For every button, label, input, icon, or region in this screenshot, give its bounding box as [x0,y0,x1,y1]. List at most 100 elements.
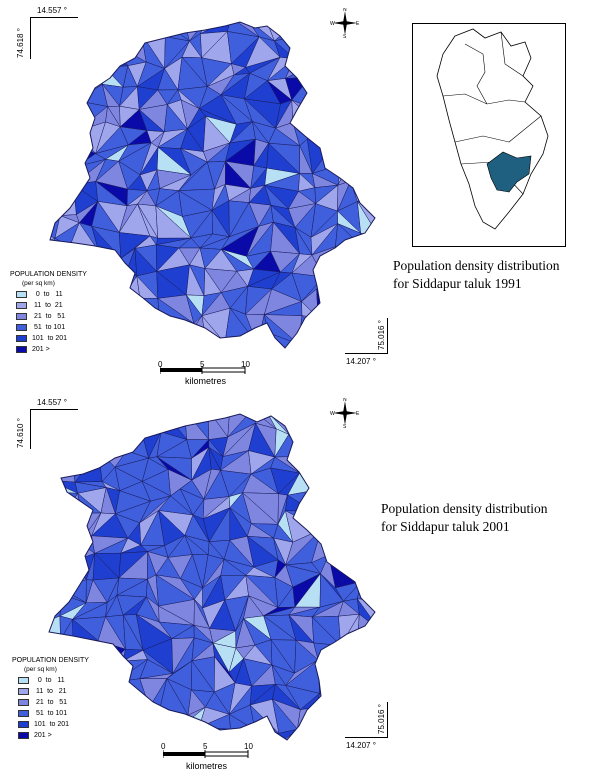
village-region [257,332,269,348]
village-region [35,247,49,271]
village-region [50,76,64,96]
village-region [315,466,346,491]
legend-swatch [18,688,29,695]
coord-left-lon: 74.610 ° [16,418,25,448]
village-region [73,63,103,85]
village-region [50,237,56,249]
village-region [159,322,191,334]
village-region [351,497,375,525]
village-region [50,76,63,96]
village-region [365,520,375,536]
legend-label: 201 > [32,346,50,353]
village-region [360,232,375,254]
village-region [312,471,346,491]
village-region [105,291,127,325]
village-region [359,232,375,254]
village-region [113,414,152,440]
village-region [50,138,60,176]
village-region [50,542,81,562]
village-region [99,430,127,452]
village-region [350,82,375,110]
village-region [149,721,162,740]
village-region [328,121,357,146]
village-region [50,190,61,216]
legend-2001: POPULATION DENSITY (per sq km) 0 to 11 1… [12,656,89,740]
village-region [328,664,359,679]
village-region [343,310,365,343]
village-region [96,258,126,276]
village-region [339,698,362,726]
village-region [49,538,55,560]
village-region [100,320,130,343]
village-region [58,125,73,146]
village-region [62,125,77,146]
coord-right-lon: 75.016 ° [377,320,386,350]
village-region [118,22,151,35]
svg-text:E: E [356,411,360,417]
village-region [254,729,280,740]
village-region [358,690,375,702]
village-region [91,22,120,46]
village-region [165,332,191,348]
village-region [334,246,363,276]
village-region [101,724,117,740]
coord-bottom-lat: 14.207 ° [346,357,376,366]
village-region [50,42,61,56]
scale-tick-0: 0 [158,360,163,369]
legend-row: 201 > [16,345,87,354]
village-region [350,160,375,186]
legend-title: POPULATION DENSITY [10,271,87,278]
village-region [64,513,83,544]
legend-row: 101 to 201 [16,334,87,343]
village-region [49,466,50,501]
village-region [50,556,74,586]
village-region [361,246,375,266]
village-region [115,22,142,46]
village-region [50,174,59,196]
legend-swatch [18,699,29,706]
village-region [329,414,363,432]
village-region [49,426,50,457]
village-region [363,294,375,319]
village-region [92,670,116,684]
legend-row: 21 to 51 [18,698,89,707]
svg-text:S: S [343,424,347,428]
village-region [357,663,375,691]
village-region [291,330,320,348]
village-region [358,539,375,568]
village-region [300,22,314,39]
village-region [103,723,130,740]
coord-left-lon: 74.618 ° [16,28,25,58]
village-region [115,715,150,725]
legend-label: 0 to 11 [34,677,65,684]
village-region [336,100,358,132]
coord-tick-br-v [387,702,388,738]
village-region [307,67,342,78]
inset-map-graphic [436,28,549,230]
village-region [298,315,320,345]
village-region [284,58,308,79]
village-region [329,429,368,460]
village-region [136,330,167,348]
village-region [150,414,164,433]
village-region [312,511,340,541]
village-region [59,35,75,65]
village-region [352,295,375,318]
village-region [308,414,332,432]
village-region [49,450,50,481]
caption-1991: Population density distribution for Sidd… [393,257,560,293]
village-region [59,184,77,216]
village-region [91,22,117,46]
village-region [366,414,375,439]
village-region [356,104,375,133]
village-region [49,508,54,540]
legend-label: 21 to 51 [32,313,66,320]
village-region [351,465,375,498]
village-region [35,427,48,457]
legend-swatch [18,710,29,717]
village-region [62,22,86,37]
village-region [291,728,316,740]
village-region [317,659,344,679]
village-region [288,414,310,435]
village-region [356,34,375,54]
